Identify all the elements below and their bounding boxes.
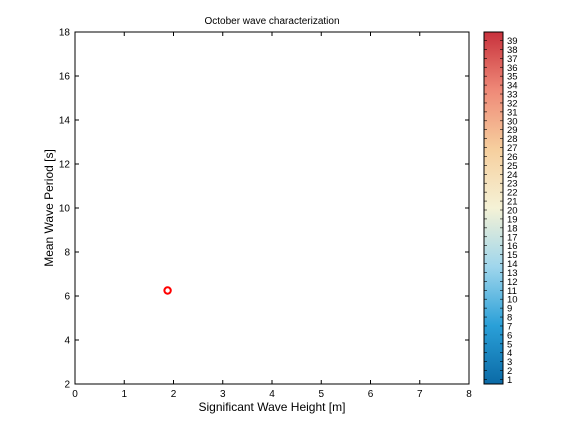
colorbar-tick-label: 33: [507, 90, 518, 101]
y-tick-label: 2: [64, 380, 70, 391]
colorbar-tick-label: 19: [507, 214, 518, 225]
colorbar-tick-label: 14: [507, 259, 518, 270]
colorbar-tick-label: 34: [507, 81, 518, 92]
colorbar-tick-label: 26: [507, 152, 518, 163]
x-axis-label: Significant Wave Height [m]: [199, 400, 346, 414]
colorbar-ticks: 1234567891011121314151617181920212223242…: [484, 36, 518, 386]
colorbar-tick-label: 36: [507, 63, 518, 74]
colorbar-tick-label: 31: [507, 107, 518, 118]
x-tick-label: 8: [466, 389, 472, 400]
colorbar-tick-label: 11: [507, 286, 517, 297]
x-tick-label: 3: [220, 389, 226, 400]
colorbar-tick-label: 37: [507, 54, 518, 65]
y-tick-label: 12: [59, 160, 71, 171]
colorbar-tick-label: 20: [507, 206, 518, 217]
colorbar-tick-label: 27: [507, 143, 518, 154]
chart-title: October wave characterization: [204, 16, 339, 27]
x-tick-label: 7: [417, 389, 423, 400]
y-tick-label: 16: [59, 72, 71, 83]
x-tick-label: 4: [269, 389, 275, 400]
x-tick-label: 6: [368, 389, 374, 400]
y-tick-label: 4: [64, 336, 70, 347]
colorbar-tick-label: 38: [507, 45, 518, 56]
y-tick-label: 8: [64, 248, 70, 259]
colorbar-tick-label: 32: [507, 98, 518, 109]
colorbar-tick-label: 9: [507, 304, 512, 315]
y-tick-label: 10: [59, 204, 71, 215]
colorbar: [483, 31, 504, 385]
colorbar-tick-label: 17: [507, 232, 518, 243]
colorbar-tick-label: 35: [507, 72, 518, 83]
data-points: [163, 286, 172, 295]
colorbar-tick-label: 13: [507, 268, 518, 279]
colorbar-tick-label: 28: [507, 134, 518, 145]
x-tick-label: 5: [318, 389, 324, 400]
colorbar-tick-label: 3: [507, 357, 512, 368]
colorbar-tick-label: 1: [507, 375, 512, 386]
colorbar-tick-label: 10: [507, 295, 518, 306]
colorbar-tick-label: 4: [507, 348, 512, 359]
x-tick-label: 1: [121, 389, 127, 400]
colorbar-tick-label: 18: [507, 223, 518, 234]
colorbar-tick-label: 7: [507, 321, 512, 332]
colorbar-tick-label: 25: [507, 161, 518, 172]
colorbar-tick-label: 30: [507, 116, 518, 127]
colorbar-tick-label: 39: [507, 36, 518, 47]
colorbar-tick-label: 8: [507, 313, 512, 324]
colorbar-tick-label: 15: [507, 250, 518, 261]
x-tick-label: 2: [171, 389, 177, 400]
colorbar-tick-label: 29: [507, 125, 518, 136]
plot-area: [74, 31, 470, 385]
y-tick-label: 18: [59, 28, 71, 39]
colorbar-tick-label: 12: [507, 277, 518, 288]
y-axis-label: Mean Wave Period [s]: [42, 149, 56, 267]
colorbar-tick-label: 24: [507, 170, 518, 181]
y-tick-label: 14: [59, 116, 71, 127]
data-point: [163, 286, 172, 295]
colorbar-tick-label: 5: [507, 339, 512, 350]
colorbar-tick-label: 2: [507, 366, 512, 377]
colorbar-tick-label: 22: [507, 188, 518, 199]
colorbar-tick-label: 21: [507, 197, 518, 208]
y-tick-label: 6: [64, 292, 70, 303]
y-axis-ticks: 2 4 6 8 10 12 14 16 18: [59, 28, 469, 391]
x-axis-ticks: 0 1 2 3 4 5 6 7 8: [72, 32, 472, 400]
x-tick-label: 0: [72, 389, 78, 400]
colorbar-tick-label: 16: [507, 241, 518, 252]
colorbar-tick-label: 6: [507, 330, 512, 341]
colorbar-tick-label: 23: [507, 179, 518, 190]
